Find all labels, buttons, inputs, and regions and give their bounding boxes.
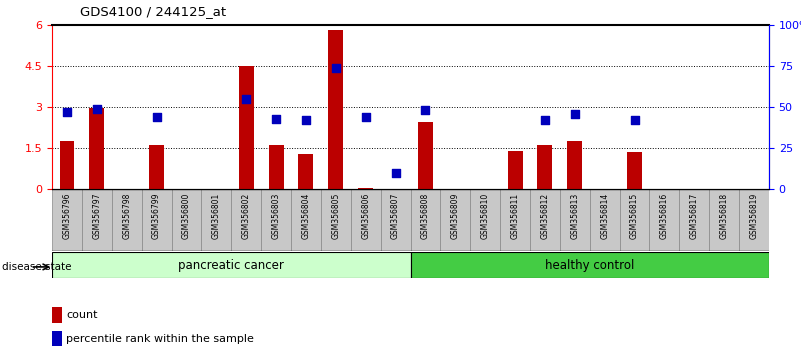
Point	[300, 118, 312, 123]
Point	[329, 65, 342, 70]
Text: GSM356808: GSM356808	[421, 193, 430, 239]
Bar	[52, 307, 62, 323]
Bar	[59, 141, 74, 189]
Text: GSM356812: GSM356812	[541, 193, 549, 239]
FancyBboxPatch shape	[620, 189, 650, 251]
Point	[151, 114, 163, 120]
Text: GSM356797: GSM356797	[92, 193, 102, 239]
Bar	[239, 66, 254, 189]
Text: GSM356815: GSM356815	[630, 193, 639, 239]
Text: GSM356798: GSM356798	[123, 193, 131, 239]
Bar	[358, 188, 373, 189]
Text: GSM356809: GSM356809	[451, 193, 460, 239]
Bar	[567, 141, 582, 189]
FancyBboxPatch shape	[739, 189, 769, 251]
FancyBboxPatch shape	[52, 252, 410, 278]
Text: GSM356806: GSM356806	[361, 193, 370, 239]
Point	[538, 118, 551, 123]
Point	[270, 116, 283, 121]
FancyBboxPatch shape	[650, 189, 679, 251]
Bar	[627, 152, 642, 189]
Point	[419, 108, 432, 113]
FancyBboxPatch shape	[560, 189, 590, 251]
Text: GSM356818: GSM356818	[719, 193, 729, 239]
Text: GSM356796: GSM356796	[62, 193, 71, 239]
FancyBboxPatch shape	[590, 189, 620, 251]
FancyBboxPatch shape	[441, 189, 470, 251]
Text: GSM356813: GSM356813	[570, 193, 579, 239]
FancyBboxPatch shape	[321, 189, 351, 251]
Point	[91, 106, 103, 112]
FancyBboxPatch shape	[500, 189, 530, 251]
FancyBboxPatch shape	[351, 189, 380, 251]
Point	[360, 114, 372, 120]
Bar	[537, 145, 553, 189]
Bar	[508, 151, 522, 189]
FancyBboxPatch shape	[470, 189, 500, 251]
Text: GSM356817: GSM356817	[690, 193, 698, 239]
Text: GSM356803: GSM356803	[272, 193, 280, 239]
Text: healthy control: healthy control	[545, 259, 634, 272]
Text: GSM356802: GSM356802	[242, 193, 251, 239]
FancyBboxPatch shape	[679, 189, 709, 251]
FancyBboxPatch shape	[112, 189, 142, 251]
Point	[569, 111, 582, 116]
Text: percentile rank within the sample: percentile rank within the sample	[66, 333, 254, 344]
Bar	[418, 122, 433, 189]
FancyBboxPatch shape	[52, 189, 82, 251]
FancyBboxPatch shape	[410, 189, 441, 251]
FancyBboxPatch shape	[530, 189, 560, 251]
FancyBboxPatch shape	[261, 189, 291, 251]
Bar	[299, 154, 313, 189]
FancyBboxPatch shape	[291, 189, 321, 251]
FancyBboxPatch shape	[380, 189, 410, 251]
Point	[389, 170, 402, 176]
Text: GSM356800: GSM356800	[182, 193, 191, 239]
Text: GSM356801: GSM356801	[211, 193, 221, 239]
FancyBboxPatch shape	[410, 252, 769, 278]
Bar	[149, 145, 164, 189]
Text: GSM356799: GSM356799	[152, 193, 161, 239]
Bar	[52, 331, 62, 347]
Text: GSM356805: GSM356805	[332, 193, 340, 239]
Point	[628, 118, 641, 123]
FancyBboxPatch shape	[82, 189, 112, 251]
Text: GSM356814: GSM356814	[600, 193, 610, 239]
Text: GSM356804: GSM356804	[301, 193, 311, 239]
Bar	[90, 108, 104, 189]
Text: GSM356807: GSM356807	[391, 193, 400, 239]
Text: count: count	[66, 310, 98, 320]
Text: GSM356819: GSM356819	[750, 193, 759, 239]
Text: GSM356811: GSM356811	[510, 193, 520, 239]
Text: GDS4100 / 244125_at: GDS4100 / 244125_at	[80, 5, 226, 18]
FancyBboxPatch shape	[709, 189, 739, 251]
Text: GSM356816: GSM356816	[660, 193, 669, 239]
Point	[239, 96, 252, 102]
FancyBboxPatch shape	[142, 189, 171, 251]
FancyBboxPatch shape	[171, 189, 201, 251]
Bar	[268, 145, 284, 189]
FancyBboxPatch shape	[201, 189, 231, 251]
FancyBboxPatch shape	[231, 189, 261, 251]
Bar	[328, 30, 344, 189]
Point	[61, 109, 74, 115]
Text: disease state: disease state	[2, 262, 71, 272]
Text: GSM356810: GSM356810	[481, 193, 489, 239]
Text: pancreatic cancer: pancreatic cancer	[179, 259, 284, 272]
